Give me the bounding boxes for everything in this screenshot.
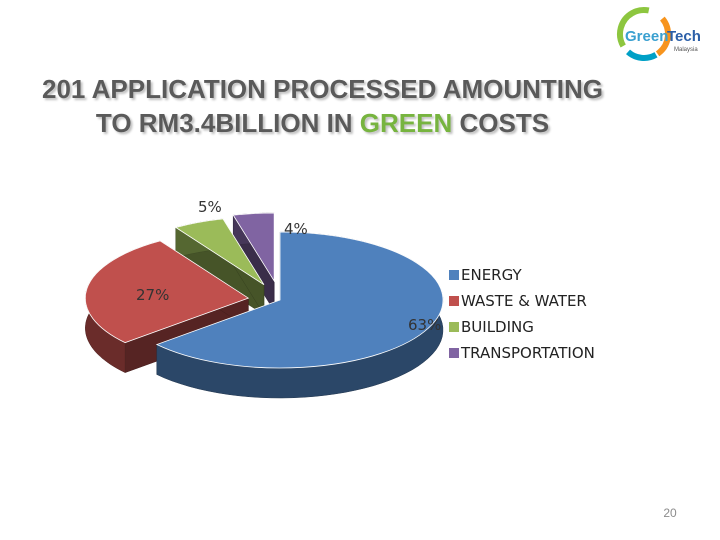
svg-text:Malaysia: Malaysia (674, 47, 698, 53)
legend-label: BUILDING (461, 318, 534, 336)
pie-slice-0 (155, 231, 444, 399)
data-label-1: 27% (136, 286, 169, 304)
legend-label: TRANSPORTATION (461, 344, 595, 362)
chart-legend: ENERGY WASTE & WATER BUILDING TRANSPORTATIO… (449, 262, 595, 366)
legend-label: WASTE & WATER (461, 292, 587, 310)
legend-item-1: WASTE & WATER (449, 288, 595, 314)
data-label-2: 5% (198, 198, 222, 216)
page-number: 20 (663, 506, 677, 520)
legend-label: ENERGY (461, 266, 522, 284)
title-accent-green: GREEN (359, 108, 453, 138)
legend-swatch (449, 270, 459, 280)
title-line-2-end: COSTS (452, 108, 550, 138)
svg-text:Tech: Tech (667, 28, 701, 45)
title-line-1: 201 APPLICATION PROCESSED AMOUNTING (42, 74, 603, 104)
slide-title: 201 APPLICATION PROCESSED AMOUNTING TO R… (10, 72, 635, 140)
legend-item-0: ENERGY (449, 262, 595, 288)
title-line-2: TO RM3.4BILLION IN GREEN COSTS (10, 106, 635, 140)
data-label-3: 4% (284, 220, 308, 238)
pie-slice-2 (174, 218, 265, 316)
title-line-2-start: TO RM3.4BILLION IN (95, 108, 360, 138)
legend-swatch (449, 322, 459, 332)
data-label-0: 63% (408, 316, 441, 334)
greentech-logo: Green Tech Malaysia (617, 7, 701, 61)
legend-swatch (449, 296, 459, 306)
legend-item-2: BUILDING (449, 314, 595, 340)
legend-swatch (449, 348, 459, 358)
legend-item-3: TRANSPORTATION (449, 340, 595, 366)
svg-text:Green: Green (625, 28, 668, 45)
